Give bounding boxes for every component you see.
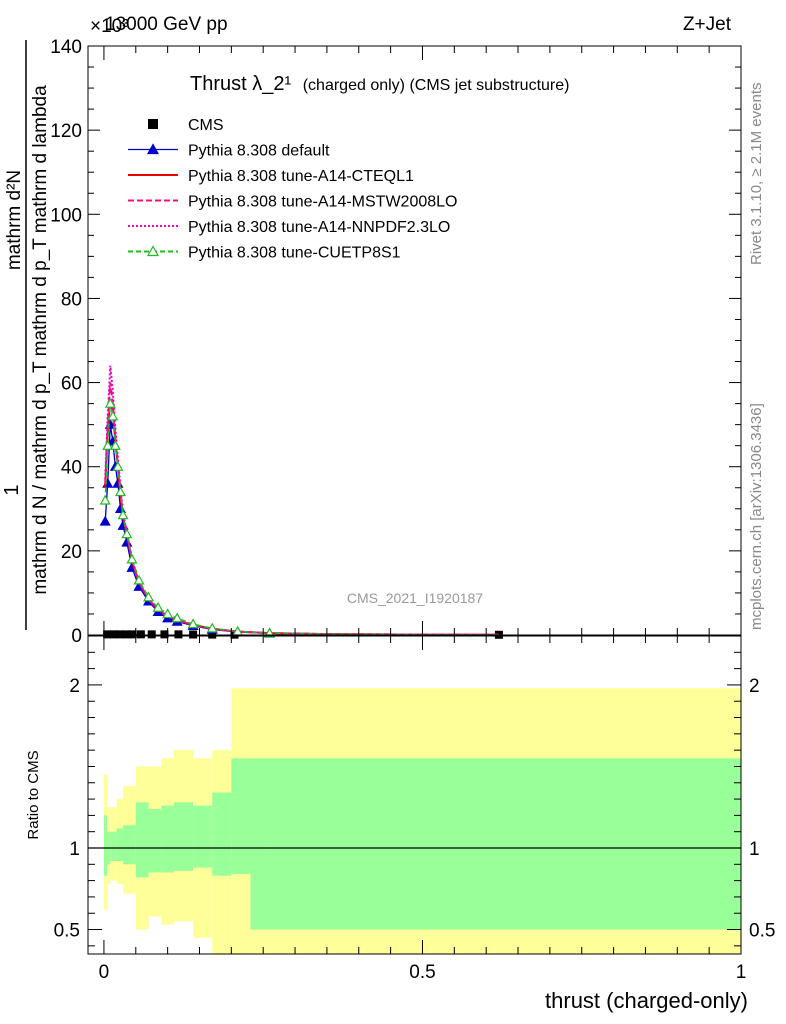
cms-data-point [189, 630, 198, 639]
series-marker [99, 515, 111, 526]
ratio-y-tick-label-right: 0.5 [749, 921, 775, 942]
main-plot: 0 20 40 60 80 100 120 140 Thrust λ_2¹ (charged … [50, 37, 742, 647]
ratio-band-inner-bin [116, 828, 124, 862]
series-marker [121, 528, 133, 539]
ratio-band-inner-bin [103, 815, 108, 876]
series-marker [143, 591, 155, 602]
cms-data-point [109, 630, 118, 639]
main-plot-frame [87, 45, 742, 636]
ratio-ylabel: Ratio to CMS [25, 750, 42, 839]
ratio-y-tick-label: 2 [69, 676, 80, 697]
ratio-y-tick-label: 1 [69, 839, 80, 860]
ylabel-numerator: 1 [1, 484, 23, 495]
cms-data-point [147, 630, 156, 639]
series-marker [109, 439, 121, 450]
y-tick-label: 140 [50, 37, 82, 58]
main-ylabel: 1 mathrm d²N mathrm d N / mathrm d p_T m… [1, 40, 51, 630]
plot-title-main: Thrust λ_2¹ [190, 73, 291, 95]
series-marker [162, 608, 174, 619]
y-tick-label: 20 [61, 542, 82, 563]
ratio-plot: 0.5 0.51 12 2 0 0.5 1 Ratio to CMS [25, 635, 775, 983]
x-tick-label: 0.5 [409, 962, 435, 983]
series-marker [171, 612, 183, 623]
cms-data-point [115, 630, 124, 639]
ratio-band-inner-bin [193, 805, 213, 868]
ratio-y-tick-label: 0.5 [54, 921, 80, 942]
series-marker [133, 574, 145, 585]
series-marker [104, 397, 116, 408]
ratio-band-inner-bin [123, 825, 136, 865]
legend-label: Pythia 8.308 tune-CUETP8S1 [188, 245, 401, 262]
ratio-band-inner-bin [135, 802, 149, 878]
cms-data-point [103, 630, 112, 639]
series-marker [206, 622, 218, 633]
ratio-plot-frame [87, 635, 742, 955]
legend: CMS Pythia 8.308 default Pythia 8.308 tune… [128, 117, 457, 262]
y-tick-label: 40 [61, 458, 82, 479]
series-marker [112, 477, 124, 488]
legend-marker [146, 245, 160, 257]
energy-label: 13000 GeV pp [105, 14, 228, 35]
ratio-y-tick-label-right: 2 [749, 676, 760, 697]
series-marker [112, 460, 124, 471]
exponent-label: ×10³ [90, 16, 129, 37]
x-axis-label: thrust (charged-only) [545, 988, 748, 1013]
ratio-band-inner-bin [174, 802, 194, 871]
series-marker [107, 410, 119, 421]
ratio-band-inner-bin [212, 792, 232, 876]
series-marker [126, 553, 138, 564]
ylabel-denominator: mathrm d N / mathrm d p_T mathrm d p_T m… [30, 85, 51, 595]
series-marker [102, 439, 114, 450]
ratio-band-inner-bin [110, 831, 117, 862]
ratio-band-inner-bin [148, 808, 162, 873]
legend-item: Pythia 8.308 tune-A14-CTEQL1 [128, 168, 414, 185]
watermark: CMS_2021_I1920187 [347, 590, 483, 606]
legend-item: CMS [148, 117, 224, 134]
ratio-band-inner-bin [269, 758, 741, 930]
legend-marker [148, 119, 158, 129]
x-tick-label: 0 [99, 962, 110, 983]
legend-item: Pythia 8.308 default [128, 143, 330, 160]
y-tick-label: 80 [61, 289, 82, 310]
process-label: Z+Jet [683, 14, 732, 35]
legend-label: Pythia 8.308 tune-A14-CTEQL1 [188, 168, 414, 185]
series-line [104, 403, 499, 636]
series-marker [114, 486, 127, 497]
series-marker [99, 494, 111, 505]
series-marker [187, 618, 199, 629]
legend-item: Pythia 8.308 tune-A14-NNPDF2.3LO [128, 219, 450, 236]
cms-data-point [128, 630, 137, 639]
ratio-y-tick-label-right: 1 [749, 839, 760, 860]
y-tick-label: 0 [71, 626, 82, 647]
legend-label: Pythia 8.308 tune-A14-MSTW2008LO [188, 194, 457, 211]
y-tick-label: 100 [50, 205, 82, 226]
cms-data-point [122, 630, 131, 639]
mcplots-label: mcplots.cern.ch [arXiv:1306.3436] [748, 403, 765, 630]
y-tick-label: 60 [61, 374, 82, 395]
ratio-band-inner-bin [250, 758, 270, 930]
plot-title: Thrust λ_2¹ (charged only) (CMS jet subs… [190, 73, 569, 95]
ratio-band-inner-bin [231, 758, 251, 875]
legend-item: Pythia 8.308 tune-A14-MSTW2008LO [128, 194, 457, 211]
x-tick-label: 1 [736, 962, 747, 983]
legend-label: Pythia 8.308 default [188, 143, 330, 160]
rivet-label: Rivet 3.1.10, ≥ 2.1M events [748, 83, 765, 266]
legend-label: Pythia 8.308 tune-A14-NNPDF2.3LO [188, 219, 450, 236]
legend-marker [146, 143, 160, 155]
legend-label: CMS [188, 117, 224, 134]
cms-data-point [160, 630, 169, 639]
series-marker [117, 509, 129, 520]
cms-data-point [174, 630, 183, 639]
ratio-band-inner-bin [161, 805, 175, 873]
cms-data-point [136, 630, 145, 639]
y-tick-label: 120 [50, 121, 82, 142]
ylabel-extra: mathrm d²N [4, 170, 25, 270]
plot-title-suffix: (charged only) (CMS jet substructure) [303, 77, 570, 94]
legend-item: Pythia 8.308 tune-CUETP8S1 [128, 245, 401, 262]
series-marker [152, 601, 164, 612]
